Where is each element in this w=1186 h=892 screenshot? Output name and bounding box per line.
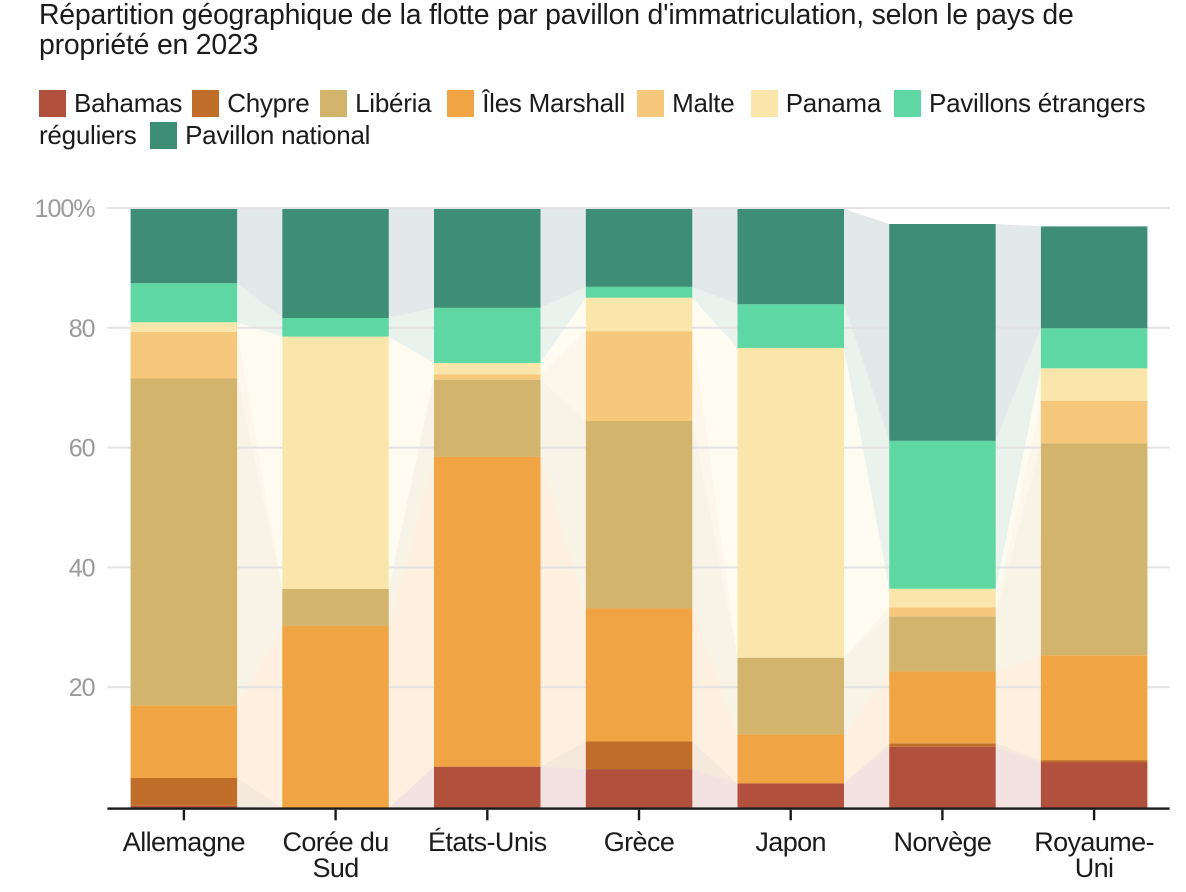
- svg-text:États-Unis: États-Unis: [428, 827, 547, 857]
- svg-text:Grèce: Grèce: [604, 827, 675, 857]
- svg-text:20: 20: [69, 674, 95, 702]
- svg-text:80: 80: [69, 315, 95, 343]
- svg-text:Royaume-: Royaume-: [1034, 827, 1154, 857]
- svg-text:60: 60: [69, 435, 95, 463]
- svg-text:Norvège: Norvège: [893, 827, 991, 857]
- svg-text:Japon: Japon: [755, 827, 826, 857]
- svg-text:Allemagne: Allemagne: [123, 827, 245, 857]
- svg-text:100%: 100%: [35, 195, 96, 223]
- svg-text:Sud: Sud: [312, 853, 358, 883]
- svg-text:40: 40: [69, 554, 95, 582]
- svg-text:Corée du: Corée du: [282, 827, 388, 857]
- svg-text:Uni: Uni: [1075, 853, 1114, 883]
